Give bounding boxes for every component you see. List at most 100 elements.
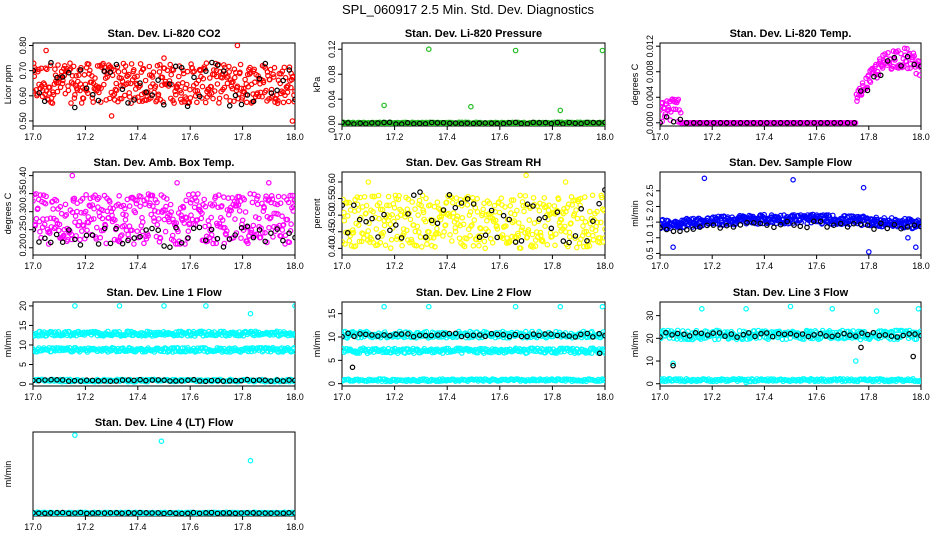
data-point — [918, 61, 921, 68]
data-point — [557, 345, 564, 352]
data-point — [252, 79, 258, 86]
data-point — [288, 76, 295, 83]
data-point — [532, 243, 539, 249]
data-point — [771, 120, 777, 126]
y-tick-label: 0.35 — [18, 185, 28, 203]
x-tick-label: 17.0 — [333, 132, 351, 142]
data-point — [56, 227, 62, 234]
data-point — [148, 211, 155, 218]
data-point — [482, 333, 489, 340]
panel-title: Stan. Dev. Sample Flow — [729, 157, 852, 169]
data-point — [344, 230, 351, 236]
data-point — [244, 92, 251, 98]
x-tick-label: 17.0 — [651, 132, 669, 142]
data-point — [137, 203, 143, 210]
data-point — [48, 59, 54, 66]
data-point — [345, 330, 351, 337]
data-point — [107, 205, 114, 211]
data-point — [898, 50, 904, 57]
data-point — [275, 193, 282, 200]
series-lower — [660, 375, 921, 386]
data-point — [152, 208, 158, 214]
data-point — [467, 232, 473, 239]
data-point — [34, 205, 41, 212]
data-point — [672, 106, 679, 113]
data-point — [346, 199, 352, 206]
series-lower — [342, 376, 605, 385]
data-point — [512, 331, 519, 338]
data-point — [275, 97, 281, 104]
data-point — [871, 226, 877, 232]
plot-frame — [659, 171, 922, 256]
data-point — [274, 226, 281, 232]
data-point — [46, 84, 53, 91]
data-point — [203, 68, 209, 74]
data-point — [518, 331, 525, 338]
data-point — [500, 120, 507, 126]
data-point — [208, 226, 215, 233]
data-point — [213, 240, 220, 247]
data-point — [43, 66, 50, 73]
data-point — [784, 120, 790, 126]
data-point — [518, 227, 525, 233]
data-point — [200, 344, 206, 351]
data-point — [53, 217, 60, 224]
points-layer — [33, 303, 295, 385]
data-point — [723, 222, 730, 229]
data-point — [33, 73, 38, 80]
data-point — [118, 75, 125, 82]
data-point — [494, 331, 501, 338]
data-point — [357, 120, 363, 126]
data-point — [134, 228, 141, 235]
data-point — [238, 235, 244, 241]
data-point — [488, 330, 495, 337]
data-point — [287, 192, 293, 199]
data-point — [581, 229, 588, 235]
data-point — [85, 61, 92, 67]
data-point — [771, 224, 777, 231]
data-point — [256, 227, 263, 233]
data-point — [918, 63, 921, 69]
x-tick-label: 17.8 — [860, 132, 878, 142]
data-point — [790, 177, 796, 183]
x-tick-label: 17.4 — [438, 392, 456, 402]
data-point — [185, 235, 191, 241]
data-point — [904, 224, 911, 230]
data-point — [552, 242, 558, 249]
data-point — [404, 120, 411, 126]
data-point — [247, 345, 254, 352]
x-tick-label: 18.0 — [596, 261, 614, 271]
data-point — [446, 192, 453, 198]
data-point — [391, 205, 398, 211]
data-point — [910, 50, 917, 57]
y-axis-label: ml/min — [3, 331, 13, 358]
data-point — [215, 377, 221, 384]
data-point — [517, 245, 524, 252]
data-point — [116, 303, 123, 309]
data-point — [149, 92, 156, 98]
y-tick-label: 0.70 — [18, 62, 28, 80]
data-point — [101, 81, 107, 88]
data-point — [274, 100, 281, 107]
data-point — [601, 235, 605, 241]
x-tick-label: 18.0 — [286, 261, 304, 271]
x-tick-label: 17.6 — [491, 392, 509, 402]
data-point — [163, 203, 169, 210]
data-point — [445, 193, 451, 200]
data-point — [111, 236, 118, 243]
data-point — [510, 197, 517, 203]
y-tick-label: 0.50 — [327, 206, 337, 224]
data-point — [454, 213, 461, 220]
x-tick-label: 17.8 — [544, 392, 562, 402]
data-point — [572, 235, 579, 242]
data-point — [494, 223, 500, 229]
data-point — [346, 237, 353, 244]
data-point — [108, 113, 115, 119]
data-point — [155, 91, 162, 98]
data-point — [125, 237, 131, 244]
x-tick-label: 17.4 — [438, 132, 456, 142]
data-point — [191, 204, 198, 211]
data-point — [804, 120, 811, 126]
data-point — [470, 243, 477, 249]
